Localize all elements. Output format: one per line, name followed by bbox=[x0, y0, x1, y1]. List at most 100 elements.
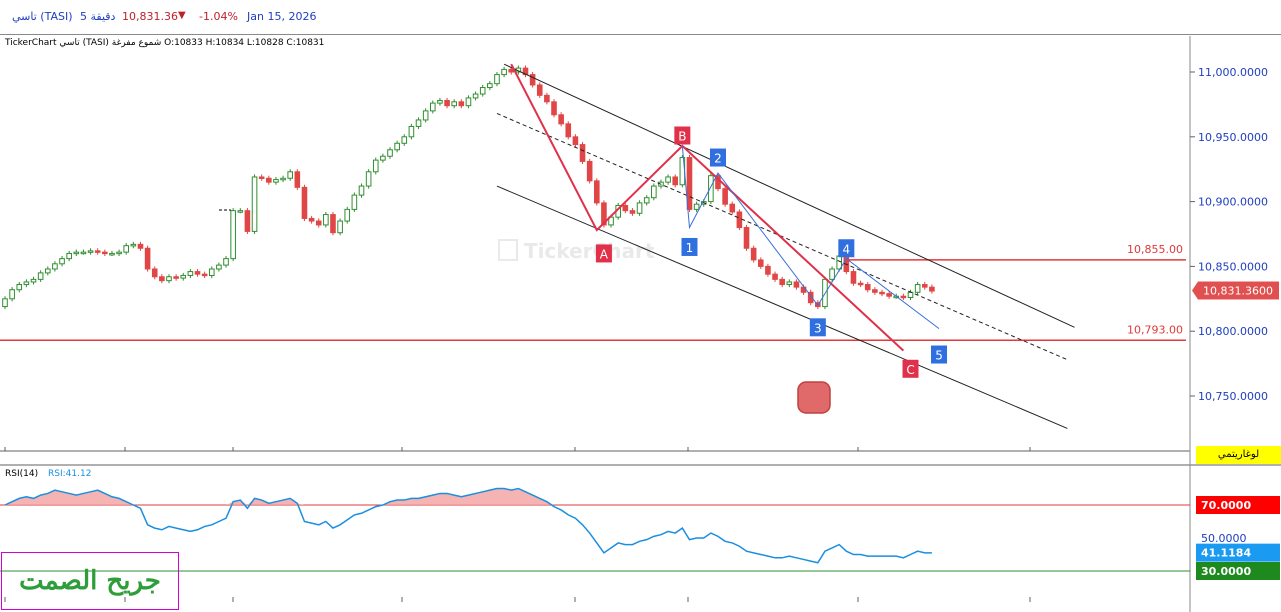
impulse-wave-line bbox=[681, 145, 940, 330]
candle-down bbox=[159, 274, 165, 284]
candle-up bbox=[80, 249, 87, 255]
current-price-label: 10,831.3600 bbox=[1203, 285, 1273, 298]
candle-up bbox=[358, 183, 365, 198]
candle-down bbox=[850, 268, 857, 286]
wave-label-c: C bbox=[902, 359, 919, 378]
candle-down bbox=[793, 279, 800, 290]
timeframe[interactable]: 5 دقيقة bbox=[80, 10, 116, 23]
logarithmic-toggle-button[interactable]: لوغاريتمي bbox=[1196, 446, 1281, 464]
candle-up bbox=[422, 108, 429, 123]
candle-down bbox=[929, 284, 935, 294]
candle-up bbox=[387, 147, 393, 159]
logo-text: TickerChart bbox=[524, 239, 655, 263]
price-tick-label: 10,950.0000 bbox=[1198, 131, 1268, 144]
candle-down bbox=[551, 99, 557, 118]
candle-up bbox=[829, 266, 835, 282]
candle-down bbox=[629, 208, 636, 216]
candle-up bbox=[430, 100, 436, 114]
rsi-title: RSI(14) bbox=[5, 469, 38, 479]
svg-text:2: 2 bbox=[714, 152, 722, 166]
rsi-30-badge-label: 30.0000 bbox=[1201, 565, 1251, 578]
candle-down bbox=[729, 201, 736, 215]
candle-down bbox=[151, 266, 158, 280]
rsi-70-badge bbox=[1196, 496, 1280, 514]
candle-down bbox=[144, 245, 151, 272]
current-price-badge bbox=[1192, 281, 1279, 300]
candle-up bbox=[451, 99, 457, 109]
candle-down bbox=[672, 174, 679, 188]
ohlc-readout: TickerChart تاسي (TASI) شموع مفرغة O:108… bbox=[4, 38, 324, 48]
candle-up bbox=[52, 261, 58, 272]
wave-label-4: 4 bbox=[838, 239, 855, 258]
candle-down bbox=[266, 175, 272, 185]
rsi-value-readout: RSI:41.12 bbox=[48, 469, 91, 479]
candle-up bbox=[109, 250, 115, 257]
candle-up bbox=[415, 117, 422, 130]
svg-text:B: B bbox=[678, 130, 686, 144]
candle-down bbox=[579, 141, 586, 165]
candle-up bbox=[708, 173, 714, 205]
candle-down bbox=[315, 218, 322, 228]
candle-up bbox=[472, 91, 479, 101]
candle-down bbox=[807, 289, 814, 306]
candles bbox=[2, 65, 935, 310]
support-label: 10,793.00 bbox=[1127, 323, 1183, 336]
candle-up bbox=[116, 249, 122, 257]
candle-up bbox=[437, 97, 443, 106]
trend-drawings: A B C 1 2 3 4 5 bbox=[496, 63, 1075, 429]
candle-down bbox=[779, 276, 785, 288]
candle-up bbox=[273, 176, 279, 185]
candle-up bbox=[401, 134, 408, 146]
candle-up bbox=[251, 174, 258, 234]
candle-up bbox=[344, 206, 351, 224]
candle-up bbox=[372, 157, 379, 175]
candle-down bbox=[294, 169, 301, 190]
candle-down bbox=[529, 72, 536, 88]
rsi-current-badge-label: 41.1184 bbox=[1201, 547, 1251, 560]
candle-up bbox=[123, 243, 130, 255]
tickerchart-logo-watermark: TickerChart bbox=[498, 239, 655, 263]
candle-up bbox=[494, 72, 500, 87]
candle-up bbox=[87, 248, 94, 255]
wave-label-b: B bbox=[674, 126, 691, 145]
candle-down bbox=[572, 134, 579, 148]
channel-middle-line bbox=[496, 113, 1068, 361]
channel-upper-line bbox=[503, 63, 1075, 328]
candle-up bbox=[501, 66, 507, 78]
candle-down bbox=[244, 208, 251, 234]
candle-down bbox=[536, 82, 543, 98]
candle-down bbox=[201, 271, 208, 279]
candle-down bbox=[565, 121, 572, 140]
candle-up bbox=[323, 211, 329, 228]
rsi-line bbox=[4, 487, 932, 564]
candle-up bbox=[130, 241, 137, 249]
candle-down bbox=[301, 184, 308, 222]
candle-down bbox=[544, 92, 550, 105]
candle-down bbox=[857, 280, 864, 288]
rsi-overbought-area bbox=[5, 488, 932, 505]
candle-up bbox=[9, 287, 15, 302]
candle-up bbox=[287, 169, 293, 181]
down-arrow-icon: ▼ bbox=[178, 10, 186, 21]
candle-up bbox=[59, 256, 65, 267]
candle-up bbox=[280, 175, 286, 183]
wave-label-2: 2 bbox=[710, 148, 726, 167]
svg-text:3: 3 bbox=[814, 321, 822, 335]
wave-label-a: A bbox=[595, 244, 612, 263]
candle-down bbox=[722, 186, 728, 207]
candle-up bbox=[394, 140, 400, 153]
candle-up bbox=[786, 279, 793, 288]
candle-up bbox=[643, 195, 650, 206]
candle-down bbox=[686, 154, 693, 212]
candle-down bbox=[743, 224, 750, 251]
candle-up bbox=[16, 281, 23, 293]
candle-down bbox=[757, 257, 764, 269]
candle-down bbox=[173, 274, 179, 281]
candle-up bbox=[465, 95, 472, 109]
candle-up bbox=[365, 169, 372, 189]
candle-down bbox=[593, 178, 600, 206]
symbol-name[interactable]: تاسي (TASI) bbox=[12, 10, 73, 23]
candle-up bbox=[651, 183, 657, 201]
svg-text:A: A bbox=[600, 247, 609, 261]
